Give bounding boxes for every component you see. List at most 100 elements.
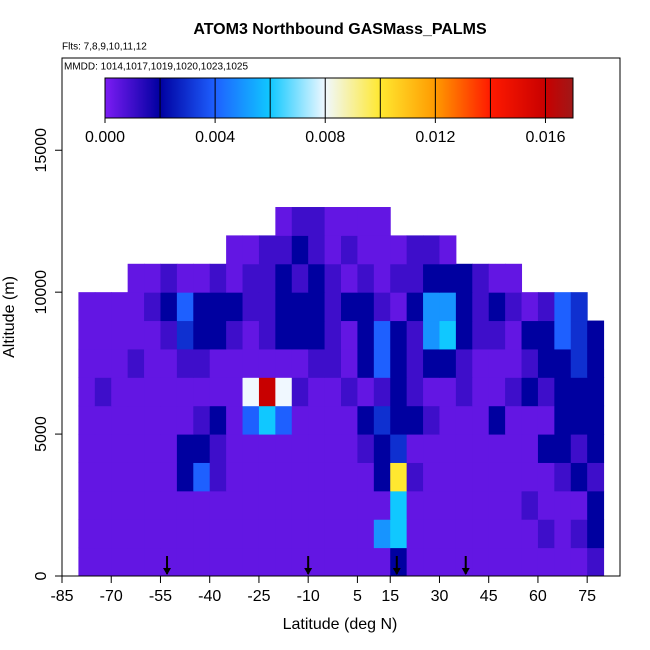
x-tick-label: 45 xyxy=(480,588,498,605)
heat-cell xyxy=(439,462,457,492)
heat-cell xyxy=(423,490,440,520)
heat-cell xyxy=(144,462,161,492)
heat-cell xyxy=(275,547,293,577)
heat-cell xyxy=(111,320,129,350)
heat-cell xyxy=(209,490,227,520)
heat-cell xyxy=(390,547,408,577)
heat-cell xyxy=(226,405,244,435)
heat-cell xyxy=(291,235,309,265)
heat-cell xyxy=(258,547,276,577)
heat-cell xyxy=(423,434,440,463)
heat-cell xyxy=(439,434,457,463)
heat-cell xyxy=(472,320,490,350)
heat-cell xyxy=(521,405,539,435)
heat-cell xyxy=(242,462,260,492)
heat-cell xyxy=(94,519,112,549)
heat-cell xyxy=(341,292,358,322)
heat-cell xyxy=(144,377,161,407)
heat-cell xyxy=(554,547,572,577)
heat-cell xyxy=(275,462,293,492)
heat-cell xyxy=(258,462,276,492)
heat-cell xyxy=(308,348,326,378)
heat-cell xyxy=(439,263,457,293)
heat-cell xyxy=(357,235,375,265)
heat-cell xyxy=(341,235,358,265)
heat-cell xyxy=(291,405,309,435)
heat-cell xyxy=(521,547,539,577)
heat-cell xyxy=(390,263,408,293)
heat-cell xyxy=(406,377,424,407)
heat-cell xyxy=(455,263,473,293)
heat-cell xyxy=(554,377,572,407)
heat-cell xyxy=(390,292,408,322)
heat-cell xyxy=(258,405,276,435)
heat-cell xyxy=(488,519,506,549)
heat-cell xyxy=(537,462,555,492)
heat-cell xyxy=(160,320,178,350)
heat-cell xyxy=(521,434,539,463)
heat-cell xyxy=(127,434,145,463)
heat-cell xyxy=(193,434,211,463)
heat-cell xyxy=(537,405,555,435)
heat-cell xyxy=(258,320,276,350)
heat-cell xyxy=(160,462,178,492)
heat-cell xyxy=(472,292,490,322)
heat-cell xyxy=(472,462,490,492)
heat-cell xyxy=(78,547,96,577)
heat-cell xyxy=(570,490,588,520)
heat-cell xyxy=(341,490,358,520)
heat-cell xyxy=(341,207,358,236)
heat-cell xyxy=(570,292,588,322)
heat-cell xyxy=(226,263,244,293)
annotation: MMDD: 1014,1017,1019,1020,1023,1025 xyxy=(64,62,248,73)
heat-cell xyxy=(472,434,490,463)
heat-cell xyxy=(390,377,408,407)
heat-cell xyxy=(341,462,358,492)
heat-cell xyxy=(472,377,490,407)
heat-cell xyxy=(226,547,244,577)
heat-cell xyxy=(357,405,375,435)
y-axis-label: Altitude (m) xyxy=(1,276,18,358)
heat-cell xyxy=(570,519,588,549)
heat-cell xyxy=(373,405,391,435)
heat-cell xyxy=(144,405,161,435)
heat-cell xyxy=(423,320,440,350)
heat-cell xyxy=(275,348,293,378)
x-tick-label: 60 xyxy=(529,588,547,605)
x-tick-label: 5 xyxy=(353,588,362,605)
heat-cell xyxy=(423,235,440,265)
heat-cell xyxy=(406,490,424,520)
heat-cell xyxy=(209,377,227,407)
heat-cell xyxy=(308,377,326,407)
heat-cell xyxy=(357,434,375,463)
heat-cell xyxy=(521,462,539,492)
heat-cell xyxy=(373,320,391,350)
heat-cell xyxy=(439,292,457,322)
heat-cell xyxy=(406,462,424,492)
heat-cell xyxy=(94,377,112,407)
heat-cell xyxy=(127,348,145,378)
x-tick-label: -85 xyxy=(50,588,73,605)
heat-cell xyxy=(439,235,457,265)
heat-cell xyxy=(275,292,293,322)
heat-cell xyxy=(324,235,342,265)
heat-cell xyxy=(94,405,112,435)
heat-cell xyxy=(226,320,244,350)
heat-cell xyxy=(127,377,145,407)
heat-cell xyxy=(291,490,309,520)
heat-cell xyxy=(537,348,555,378)
heat-cell xyxy=(587,320,605,350)
heat-cell xyxy=(455,490,473,520)
heat-cell xyxy=(111,348,129,378)
heat-cell xyxy=(324,292,342,322)
y-tick-label: 10000 xyxy=(33,270,50,315)
heat-cell xyxy=(242,235,260,265)
heat-cell xyxy=(209,348,227,378)
heat-cell xyxy=(94,490,112,520)
heat-cell xyxy=(357,320,375,350)
heat-cell xyxy=(127,292,145,322)
arrow-head xyxy=(461,568,470,575)
x-tick-label: -40 xyxy=(198,588,221,605)
heat-cell xyxy=(226,348,244,378)
